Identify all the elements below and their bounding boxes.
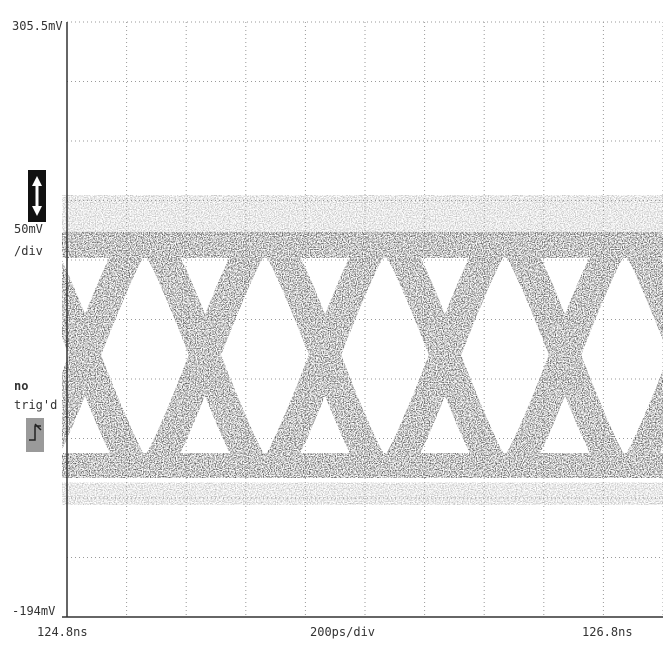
falling-edge	[0, 232, 27, 478]
falling-edge	[254, 217, 396, 493]
x-scale-label: 200ps/div	[310, 625, 375, 639]
eye-diagram	[0, 155, 663, 528]
trigger-status: no	[14, 379, 28, 393]
falling-edge	[614, 217, 663, 340]
x-start-label: 124.8ns	[37, 625, 88, 639]
y-scale-unit: /div	[14, 244, 43, 258]
y-max-label: 305.5mV	[12, 19, 63, 33]
scale-adjust-button[interactable]	[28, 170, 46, 222]
y-scale: 50mV	[14, 222, 43, 236]
trigger-button[interactable]	[26, 418, 44, 452]
rising-edge	[614, 370, 663, 493]
falling-edge	[134, 217, 276, 493]
y-min-label: -194mV	[12, 604, 55, 618]
rising-edge	[0, 232, 27, 478]
falling-edge	[62, 260, 156, 493]
falling-edge	[374, 217, 516, 493]
trigger-label: trig'd	[14, 398, 57, 412]
falling-edge	[494, 217, 636, 493]
x-end-label: 126.8ns	[582, 625, 633, 639]
